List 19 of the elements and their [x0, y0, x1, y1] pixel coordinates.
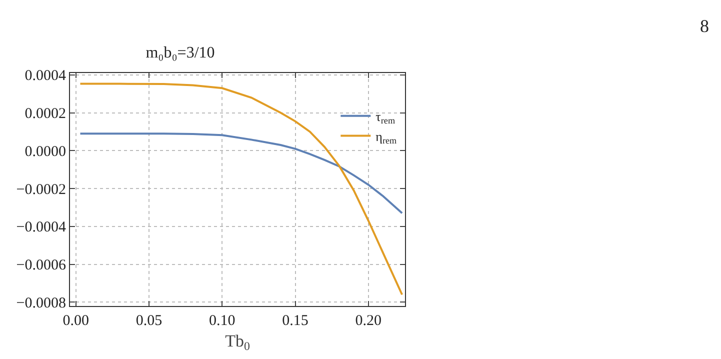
y-tick-label: −0.0006 — [16, 258, 66, 274]
y-tick-label: −0.0002 — [16, 182, 66, 198]
y-tick-label: 0.0002 — [24, 106, 66, 122]
x-tick-label: 0.10 — [209, 313, 236, 329]
x-tick-label: 0.20 — [355, 313, 382, 329]
chart-title: m₀b₀=3/10 — [146, 44, 215, 62]
legend-label: τ$_{rem}$ — [376, 108, 396, 126]
x-tick-label: 0.05 — [136, 313, 162, 329]
line-series — [79, 132, 404, 214]
y-tick-label: −0.0008 — [16, 295, 66, 312]
x-tick-label: 0.15 — [282, 313, 308, 329]
line-series — [79, 82, 404, 296]
text: 8 — [700, 16, 709, 36]
y-tick-label: −0.0004 — [16, 220, 66, 236]
x-axis-title: Tb$_{0}$ — [225, 331, 250, 353]
y-tick-label: 0.0000 — [24, 144, 66, 160]
legend-label: η$_{rem}$ — [376, 128, 397, 146]
x-tick-label: 0.00 — [62, 313, 89, 329]
y-tick-label: 0.0004 — [24, 68, 66, 84]
